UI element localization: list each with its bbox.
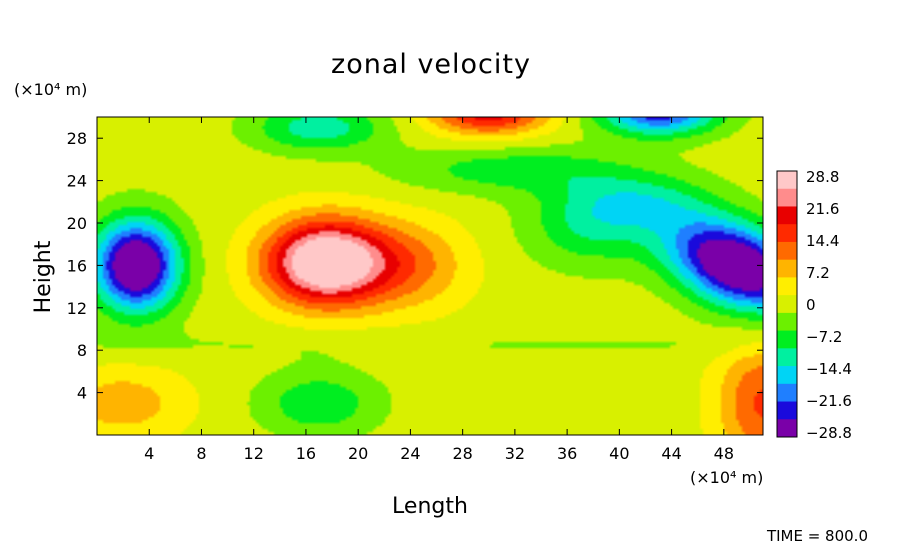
x-tick-label: 4 (144, 444, 154, 463)
colorbar-label: 7.2 (806, 264, 830, 282)
time-annotation: TIME = 800.0 (766, 527, 868, 544)
x-tick-label: 8 (196, 444, 206, 463)
colorbar-label: −14.4 (806, 360, 852, 378)
colorbar-swatch (777, 366, 797, 385)
colorbar-swatch (777, 348, 797, 367)
y-tick-label: 24 (67, 172, 87, 191)
contour-field-image (97, 117, 763, 435)
x-tick-label: 12 (244, 444, 264, 463)
y-axis-label: Height (31, 240, 56, 313)
x-axis-label: Length (392, 494, 468, 519)
x-tick-label: 24 (400, 444, 420, 463)
colorbar-label: 28.8 (806, 168, 839, 186)
colorbar-frame (776, 170, 798, 438)
y-tick-label: 16 (67, 256, 87, 275)
colorbar-swatch (777, 330, 797, 349)
x-tick-label: 40 (609, 444, 629, 463)
colorbar-label: −21.6 (806, 392, 852, 410)
x-axis-ticks: 4 8 12 16 20 24 28 32 36 40 44 48 (144, 117, 734, 463)
x-tick-label: 48 (714, 444, 734, 463)
colorbar-label: 0 (806, 296, 816, 314)
colorbar-label: 14.4 (806, 232, 839, 250)
colorbar-label: −7.2 (806, 328, 842, 346)
colorbar-swatch (777, 383, 797, 403)
y-units-label: (×10⁴ m) (14, 80, 87, 99)
y-axis-ticks: 4 8 12 16 20 24 28 (67, 129, 763, 403)
y-tick-label: 28 (67, 129, 87, 148)
colorbar-swatch (777, 312, 797, 332)
colorbar-swatch (777, 419, 797, 438)
x-tick-label: 36 (557, 444, 577, 463)
plot-frame (96, 116, 764, 436)
colorbar-swatch (777, 188, 797, 207)
y-tick-label: 20 (67, 214, 87, 233)
x-tick-label: 28 (452, 444, 472, 463)
x-units-label: (×10⁴ m) (690, 468, 763, 487)
colorbar-label: −28.8 (806, 424, 852, 442)
colorbar-label: 21.6 (806, 200, 839, 218)
chart-title: zonal velocity (331, 49, 531, 80)
colorbar-swatch (777, 241, 797, 261)
x-tick-label: 20 (348, 444, 368, 463)
colorbar: 28.8 21.6 14.4 7.2 0 −7.2 −14.4 −21.6 −28.8 (776, 168, 852, 442)
x-tick-label: 16 (296, 444, 316, 463)
contour-field (97, 117, 763, 435)
y-tick-label: 12 (67, 299, 87, 318)
x-tick-label: 44 (661, 444, 681, 463)
colorbar-swatch (777, 224, 797, 243)
y-tick-label: 8 (77, 341, 87, 360)
colorbar-swatch (777, 206, 797, 225)
colorbar-swatch (777, 277, 797, 296)
colorbar-swatch (777, 259, 797, 278)
colorbar-swatch (777, 401, 797, 420)
x-tick-label: 32 (505, 444, 525, 463)
colorbar-swatch (777, 295, 797, 314)
colorbar-swatch (777, 171, 797, 190)
y-tick-label: 4 (77, 384, 87, 403)
